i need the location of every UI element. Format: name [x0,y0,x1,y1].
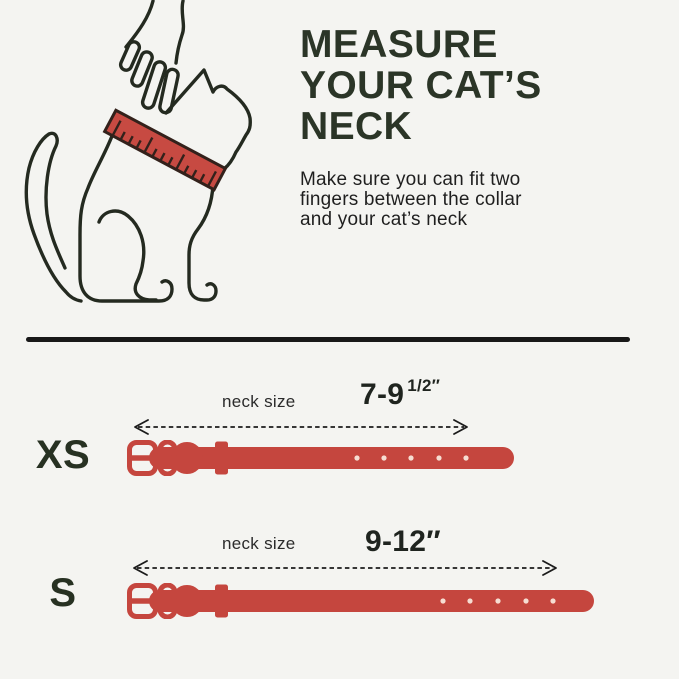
collar-strap [149,447,514,469]
divider [26,337,630,342]
arrow-left-head [133,560,148,576]
size-label-s: S [49,571,77,615]
collar-ring-icon [171,442,203,474]
range-main: 9-12″ [365,525,441,558]
subtitle-line: Make sure you can fit two [300,169,521,190]
arrow-right-head [453,419,468,435]
size-label-xs: XS [35,433,91,477]
neck-size-arrow [134,419,468,435]
subtitle-line: and your cat’s neck [300,209,468,230]
cat-outline-icon [24,68,252,303]
cat-neck-measuring-illustration [24,0,252,303]
range-main: 7-9 [360,378,405,411]
collar-graphic-s [127,583,594,619]
hand-icon [118,0,186,115]
neck-size-label: neck size [222,392,296,411]
page-title-line: NECK [300,105,413,148]
collar-holes [354,455,469,461]
collar-ring-icon [171,585,203,617]
collar-strap [149,590,594,612]
subtitle-line: fingers between the collar [300,189,522,210]
collar-keeper [215,584,228,618]
page-title-line: YOUR CAT’S [300,64,542,107]
page-title-line: MEASURE [300,23,498,66]
collar-keeper [215,441,228,475]
neck-size-arrow [133,560,557,576]
arrow-left-head [134,419,149,435]
arrow-right-head [542,560,557,576]
neck-size-label: neck size [222,534,296,553]
measuring-tape-icon [102,108,228,192]
collar-graphic-xs [127,440,514,476]
range-fraction: 1/2″ [407,376,441,395]
page-subtitle: Make sure you can fit two fingers betwee… [300,170,522,230]
page-title: MEASURE YOUR CAT’S NECK [300,24,542,147]
neck-size-range: 7-9 1/2″ [360,376,441,412]
collar-holes [440,598,556,604]
neck-size-range: 9-12″ [365,525,444,559]
